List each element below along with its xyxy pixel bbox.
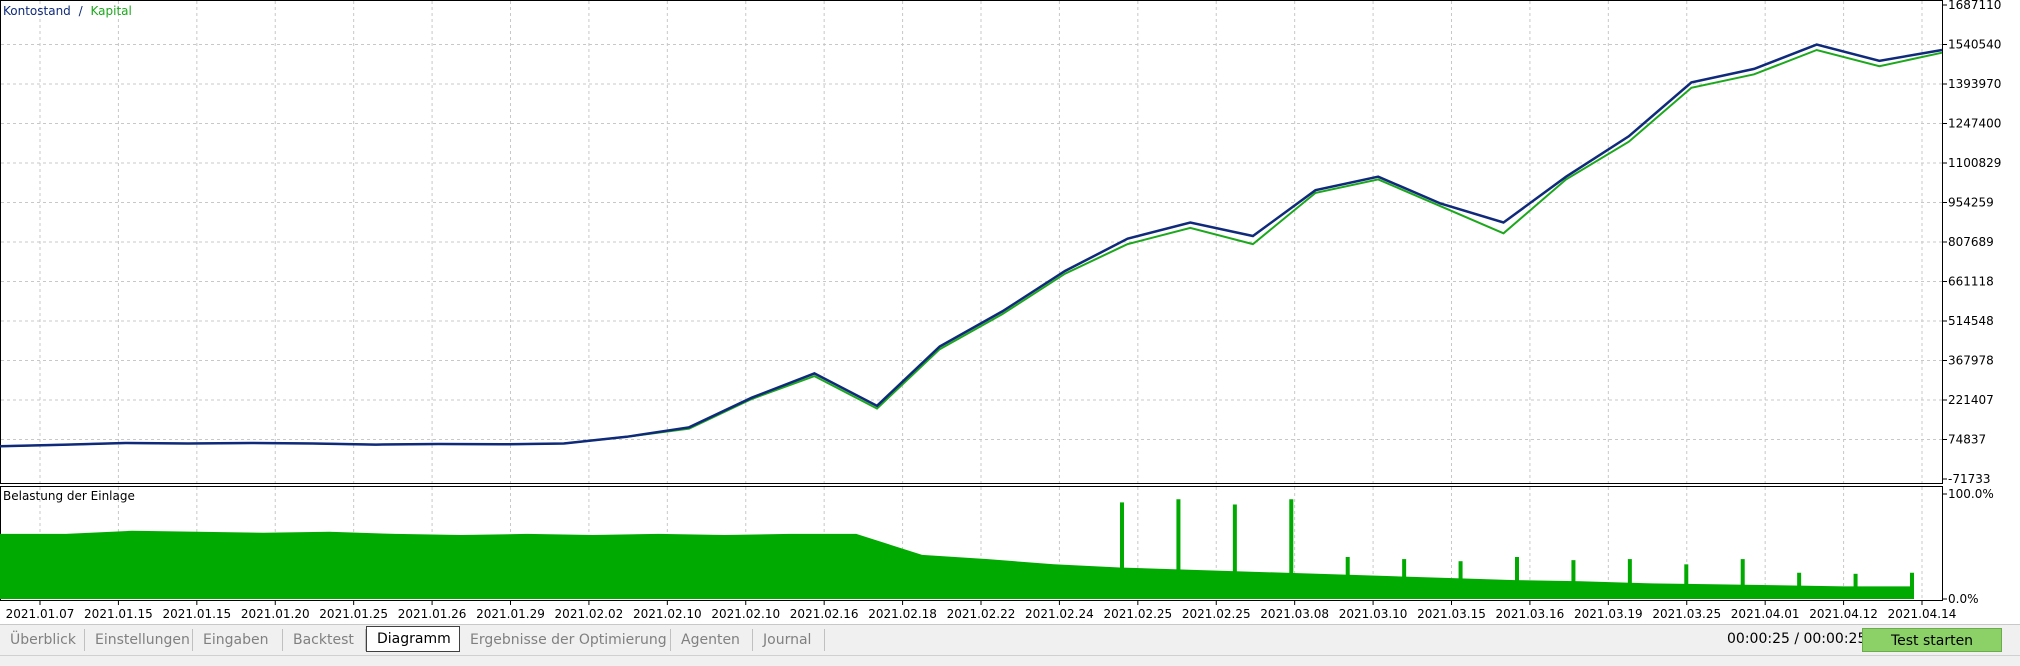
deposit-load-area <box>0 530 1910 599</box>
tab-3[interactable]: Backtest <box>283 629 366 651</box>
balance-equity-chart[interactable]: 1687110 1540540 1393970 1247400 1100829 95425… <box>0 0 2020 486</box>
x-tick-label: 2021.02.18 <box>868 607 937 621</box>
x-tick-label: 2021.03.15 <box>1417 607 1486 621</box>
tab-4[interactable]: Diagramm <box>366 626 460 652</box>
tab-1[interactable]: Einstellungen <box>85 629 193 651</box>
x-tick-label: 2021.03.08 <box>1260 607 1329 621</box>
test-timer: 00:00:25 / 00:00:25 <box>1727 631 1867 647</box>
x-tick-label: 2021.04.14 <box>1888 607 1957 621</box>
chart-legend: Kontostand / Kapital <box>3 4 132 18</box>
deposit-load-spike <box>1853 573 1858 599</box>
deposit-load-spike <box>1684 564 1689 599</box>
x-tick-label: 2021.02.10 <box>711 607 780 621</box>
x-tick-label: 2021.01.20 <box>241 607 310 621</box>
y-tick-label: 1100829 <box>1948 156 2001 170</box>
y-tick-label: 954259 <box>1948 196 1994 210</box>
y-tick-label: 221407 <box>1948 393 1994 407</box>
deposit-load-title: Belastung der Einlage <box>3 489 135 503</box>
x-tick-label: 2021.02.02 <box>555 607 624 621</box>
legend-separator: / <box>79 4 84 18</box>
tester-tab-bar: Überblick Einstellungen Eingaben Backtest Di… <box>0 624 2020 655</box>
x-tick-label: 2021.01.26 <box>398 607 467 621</box>
y-tick-label: -71733 <box>1948 472 1991 484</box>
tab-6[interactable]: Agenten <box>671 629 753 651</box>
tab-0[interactable]: Überblick <box>0 629 85 651</box>
y-tick-label: 1393970 <box>1948 77 2001 91</box>
deposit-load-spike <box>1515 557 1519 599</box>
sub-y-tick-label: 100.0% <box>1948 487 1994 501</box>
x-tick-label: 2021.03.19 <box>1574 607 1643 621</box>
deposit-load-spike <box>1232 504 1237 599</box>
x-tick-label: 2021.01.15 <box>84 607 153 621</box>
deposit-load-spike <box>1571 560 1576 599</box>
y-tick-label: 514548 <box>1948 314 1994 328</box>
y-tick-label: 74837 <box>1948 433 1986 447</box>
status-strip <box>0 655 2020 666</box>
x-tick-label: 2021.04.12 <box>1809 607 1878 621</box>
deposit-load-chart[interactable]: 100.0% 0.0% 2021.01.07 2021.01.15 2021.01.1… <box>0 486 2020 621</box>
deposit-load-spike <box>1740 559 1745 599</box>
legend-equity-label: Kapital <box>91 4 132 18</box>
x-tick-label: 2021.01.25 <box>319 607 388 621</box>
x-tick-label: 2021.02.10 <box>633 607 702 621</box>
legend-balance-label: Kontostand <box>3 4 71 18</box>
x-tick-label: 2021.02.16 <box>790 607 859 621</box>
deposit-load-spike <box>1797 572 1802 599</box>
x-tick-label: 2021.02.25 <box>1103 607 1172 621</box>
deposit-load-svg: 100.0% 0.0% 2021.01.07 2021.01.15 2021.01.1… <box>0 486 1994 621</box>
tab-2[interactable]: Eingaben <box>193 629 283 651</box>
start-test-button[interactable]: Test starten <box>1862 628 2002 652</box>
deposit-load-spike <box>1402 559 1407 599</box>
x-tick-label: 2021.01.15 <box>162 607 231 621</box>
x-tick-label: 2021.03.25 <box>1652 607 1721 621</box>
y-tick-label: 367978 <box>1948 354 1994 368</box>
balance-equity-svg: 1687110 1540540 1393970 1247400 1100829 95425… <box>0 0 2001 486</box>
deposit-load-spike <box>1458 561 1463 599</box>
deposit-load-spike <box>1176 499 1181 599</box>
plot-frame <box>0 0 1943 484</box>
y-tick-label: 1247400 <box>1948 117 2001 131</box>
x-tick-label: 2021.02.25 <box>1182 607 1251 621</box>
deposit-load-spike <box>1627 559 1632 599</box>
tab-7[interactable]: Journal <box>753 629 825 651</box>
sub-y-tick-label: 0.0% <box>1948 592 1979 606</box>
x-tick-label: 2021.03.16 <box>1496 607 1565 621</box>
x-tick-label: 2021.02.22 <box>947 607 1016 621</box>
y-tick-label: 1687110 <box>1948 0 2001 12</box>
balance-line <box>0 43 1943 448</box>
x-tick-label: 2021.02.24 <box>1025 607 1094 621</box>
x-tick-label: 2021.01.29 <box>476 607 545 621</box>
deposit-load-spike <box>1289 499 1294 599</box>
x-tick-label: 2021.01.07 <box>6 607 75 621</box>
y-tick-label: 807689 <box>1948 235 1994 249</box>
x-tick-label: 2021.03.10 <box>1339 607 1408 621</box>
y-tick-label: 1540540 <box>1948 38 2001 52</box>
y-tick-label: 661118 <box>1948 275 1994 289</box>
deposit-load-spike <box>1120 502 1124 599</box>
x-tick-label: 2021.04.01 <box>1731 607 1800 621</box>
deposit-load-spike <box>1910 572 1914 599</box>
tab-5[interactable]: Ergebnisse der Optimierung <box>460 629 671 651</box>
deposit-load-spike <box>1345 557 1350 599</box>
